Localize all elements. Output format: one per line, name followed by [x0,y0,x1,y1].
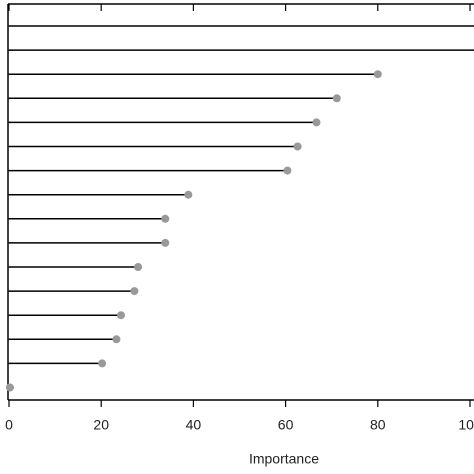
x-tick-label: 0 [5,417,13,433]
x-tick-label: 40 [186,417,202,433]
x-tick-label: 20 [93,417,109,433]
dot [312,118,321,127]
dot [161,214,170,223]
dot [112,335,121,344]
dot [373,70,382,79]
x-tick-label: 100 [458,417,474,433]
dot [332,94,341,103]
dot [98,359,107,368]
dot [293,142,302,151]
dot [5,383,14,392]
dot [130,287,139,296]
dot [283,166,292,175]
x-axis-label: Importance [249,451,319,467]
dot [117,311,126,320]
dot [161,238,170,247]
dot [184,190,193,199]
x-tick-label: 80 [370,417,386,433]
x-tick-label: 60 [278,417,294,433]
dot [134,263,143,271]
